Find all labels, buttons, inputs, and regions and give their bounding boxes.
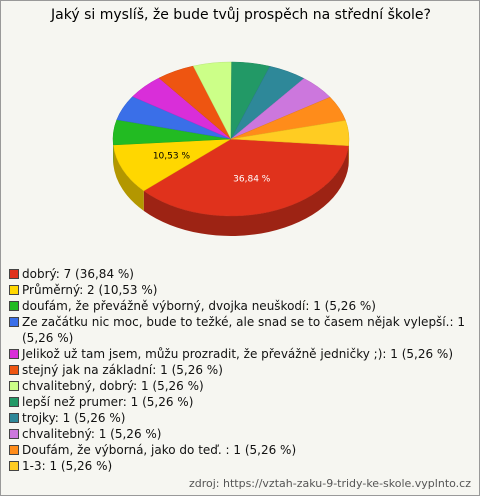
slice-side <box>113 144 144 211</box>
legend-swatch <box>9 461 19 471</box>
legend-entry: 1-3: 1 (5,26 %) <box>9 458 469 474</box>
slice-side <box>143 145 349 236</box>
legend-swatch <box>9 445 19 455</box>
legend-entry: dobrý: 7 (36,84 %) <box>9 266 469 282</box>
legend-swatch <box>9 381 19 391</box>
legend-entry: chvalitebný, dobrý: 1 (5,26 %) <box>9 378 469 394</box>
legend-swatch <box>9 429 19 439</box>
legend-swatch <box>9 413 19 423</box>
legend-label: dobrý: 7 (36,84 %) <box>22 267 134 281</box>
legend-entry: lepší než prumer: 1 (5,26 %) <box>9 394 469 410</box>
chart-title: Jaký si myslíš, že bude tvůj prospěch na… <box>50 7 431 23</box>
legend-entry: stejný jak na základní: 1 (5,26 %) <box>9 362 469 378</box>
legend-entry: Doufám, že výborná, jako do teď. : 1 (5,… <box>9 442 469 458</box>
slice <box>230 120 350 146</box>
legend: dobrý: 7 (36,84 %) Průměrný: 2 (10,53 %) d… <box>9 266 469 474</box>
legend-swatch <box>9 269 19 279</box>
legend-entry: chvalitebný: 1 (5,26 %) <box>9 426 469 442</box>
legend-label: lepší než prumer: 1 (5,26 %) <box>22 395 194 409</box>
legend-entry: Ze začátku nic moc, bude to težké, ale s… <box>9 314 469 346</box>
legend-entry: Průměrný: 2 (10,53 %) <box>9 282 469 298</box>
legend-swatch <box>9 317 19 327</box>
legend-label: Jelikož už tam jsem, můžu prozradit, že … <box>22 347 454 361</box>
legend-entry: trojky: 1 (5,26 %) <box>9 410 469 426</box>
pie-area: Jaký si myslíš, že bude tvůj prospěch na… <box>50 7 431 236</box>
slice-label: 36,84 % <box>233 175 271 185</box>
slice <box>113 138 232 192</box>
slice <box>143 138 349 217</box>
legend-swatch <box>9 365 19 375</box>
legend-swatch <box>9 301 19 311</box>
legend-label: chvalitebný, dobrý: 1 (5,26 %) <box>22 379 204 393</box>
source: zdroj: https://vztah-zaku-9-tridy-ke-sko… <box>188 477 471 490</box>
legend-entry: doufám, že převážně výborný, dvojka neuš… <box>9 298 469 314</box>
slice-label: 10,53 % <box>153 151 191 161</box>
legend-label: Průměrný: 2 (10,53 %) <box>22 283 158 297</box>
legend-label: trojky: 1 (5,26 %) <box>22 411 126 425</box>
legend-label: doufám, že převážně výborný, dvojka neuš… <box>22 299 376 313</box>
legend-label: Ze začátku nic moc, bude to težké, ale s… <box>22 315 465 345</box>
legend-swatch <box>9 397 19 407</box>
legend-entry: Jelikož už tam jsem, můžu prozradit, že … <box>9 346 469 362</box>
legend-label: 1-3: 1 (5,26 %) <box>22 459 113 473</box>
legend-label: stejný jak na základní: 1 (5,26 %) <box>22 363 223 377</box>
legend-label: chvalitebný: 1 (5,26 %) <box>22 427 162 441</box>
legend-swatch <box>9 349 19 359</box>
legend-swatch <box>9 285 19 295</box>
legend-label: Doufám, že výborná, jako do teď. : 1 (5,… <box>22 443 297 457</box>
